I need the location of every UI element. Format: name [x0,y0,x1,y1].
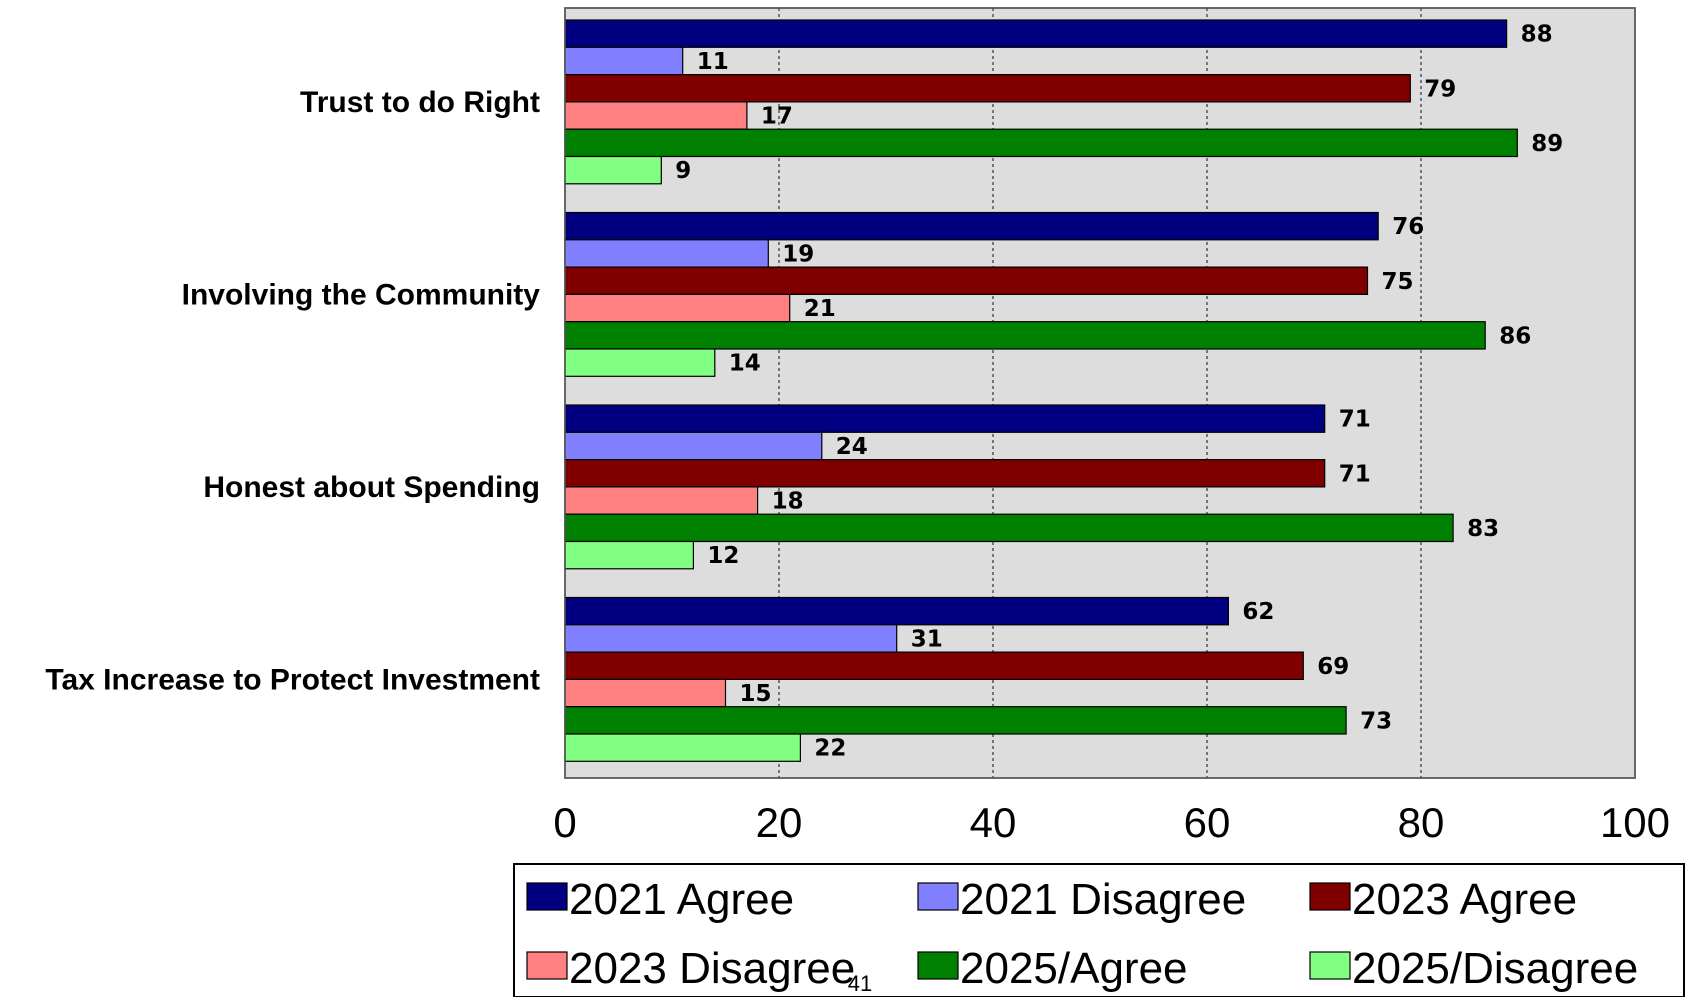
bar-value-label: 22 [814,736,846,762]
legend-label: 2021 Agree [569,875,794,924]
bar-value-label: 71 [1339,461,1371,487]
category-label: Honest about Spending [203,471,540,504]
bar [564,211,1379,241]
bar [564,73,1411,103]
bar-value-label: 76 [1392,214,1424,240]
bar [564,46,684,76]
bar [564,596,1230,626]
value-labels: 88 11 79 17 89 9 76 19 75 21 86 14 71 24 71 18 83 12 62 31 6… [675,22,1563,762]
bar-value-label: 17 [761,104,793,130]
bar-value-label: 31 [911,626,943,652]
bar-value-label: 83 [1467,516,1499,542]
legend-swatch [526,951,568,980]
bar [564,733,801,762]
bar [564,404,1326,433]
category-label: Involving the Community [182,278,541,311]
bar-value-label: 19 [782,241,814,267]
x-axis-ticks: 0 20 40 60 80 100 [553,799,1670,846]
bar-value-label: 9 [675,158,691,184]
bar [564,624,898,653]
legend-swatch [917,882,959,911]
bar-value-label: 18 [772,489,804,515]
bar [564,19,1508,48]
bar [564,513,1454,543]
x-tick-label: 20 [756,799,803,846]
legend-box [513,863,1685,997]
bar-value-label: 21 [804,296,836,322]
x-tick-label: 0 [553,799,576,846]
bar-value-label: 79 [1424,76,1456,102]
legend-label: 2023 Disagree [569,944,855,993]
bar [564,459,1326,488]
category-label: Trust to do Right [300,86,540,119]
legend-swatch [917,951,959,980]
bar-value-label: 62 [1242,599,1274,625]
category-labels: Trust to do Right Involving the Community… [45,86,540,697]
bar-value-label: 71 [1339,407,1371,433]
bar-value-label: 24 [836,434,868,460]
legend-label: 2023 Agree [1352,875,1577,924]
x-tick-label: 40 [970,799,1017,846]
bar-value-label: 69 [1317,654,1349,680]
legend-label: 2025/Disagree [1352,944,1638,993]
bar [564,321,1486,350]
bar-value-label: 88 [1521,22,1553,48]
legend-label: 2021 Disagree [960,875,1246,924]
legend-swatch [1309,951,1351,980]
bar-value-label: 14 [729,351,761,377]
page-number: 41 [848,971,872,996]
x-tick-label: 60 [1184,799,1231,846]
bar [564,239,769,268]
category-label: Tax Increase to Protect Investment [45,663,540,696]
bar [564,128,1518,158]
bar-value-label: 15 [740,681,772,707]
bar [564,706,1347,735]
bar-value-label: 89 [1531,131,1563,157]
legend: 2021 Agree 2021 Disagree 2023 Agree 2023 Di… [513,863,1685,997]
bar [564,348,716,377]
plot-border [564,7,1636,779]
legend-swatch [526,882,568,911]
x-tick-label: 80 [1398,799,1445,846]
bar [564,678,727,708]
legend-label: 2025/Agree [960,944,1188,993]
bar [564,486,759,515]
bar-value-label: 75 [1382,269,1414,295]
bar [564,651,1304,680]
bars [564,19,1518,762]
legend-swatch [1309,882,1351,911]
bar-value-label: 73 [1360,708,1392,734]
bar [564,431,823,461]
bar-value-label: 86 [1499,323,1531,349]
bar [564,293,791,323]
x-tick-label: 100 [1600,799,1670,846]
bar-value-label: 11 [697,49,729,75]
bar [564,266,1369,296]
bar [564,101,748,130]
bar-value-label: 12 [707,543,739,569]
bar [564,540,694,570]
bar [564,155,662,185]
